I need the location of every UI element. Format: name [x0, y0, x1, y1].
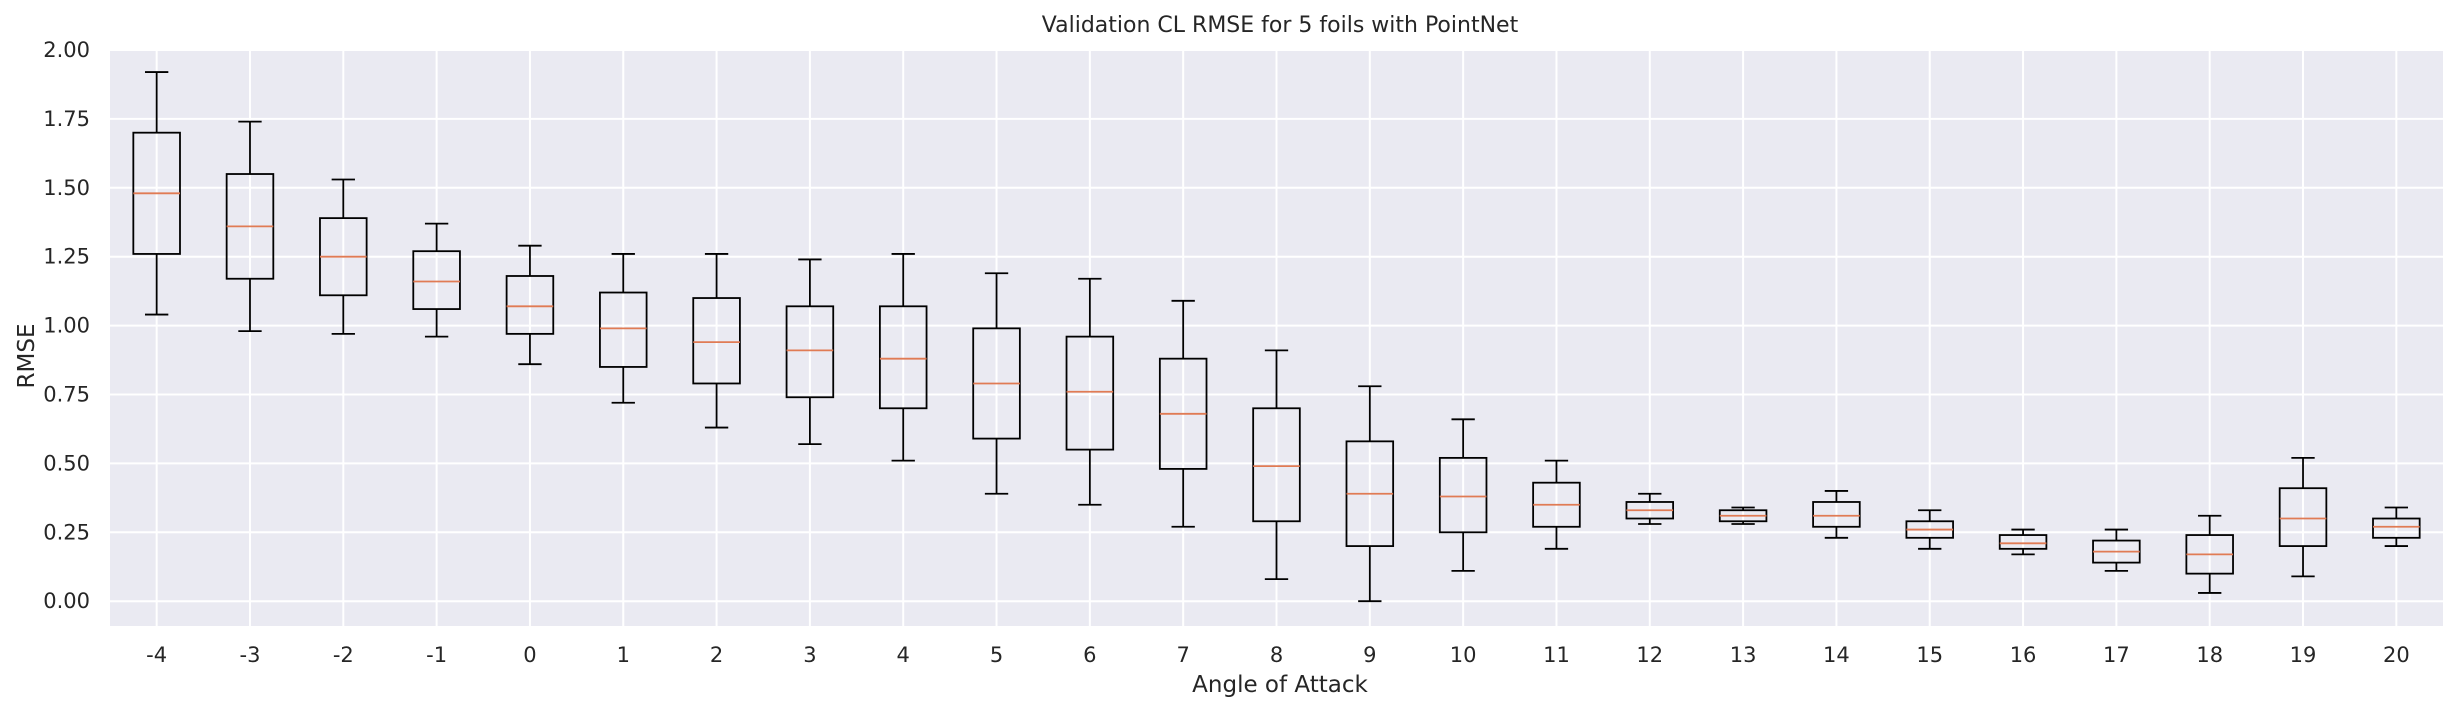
y-tick-label: 0.25	[43, 520, 90, 544]
box-group	[2092, 528, 2141, 572]
x-tick-label: 9	[1363, 643, 1376, 667]
box-group	[2278, 456, 2328, 578]
x-tick-label: -3	[240, 643, 261, 667]
box-body	[412, 250, 461, 310]
x-tick-label: -2	[333, 643, 354, 667]
box-body	[2372, 517, 2421, 539]
x-tick-label: 19	[2290, 643, 2317, 667]
box-group	[2185, 514, 2234, 594]
box-group	[225, 120, 275, 333]
x-tick-label: 1	[617, 643, 630, 667]
box-group	[878, 253, 928, 462]
y-tick-label: 0.50	[43, 451, 90, 475]
box-group	[1532, 459, 1581, 550]
y-axis-ticks: 0.00 0.25 0.50 0.75 1.00 1.25 1.50 1.75 2.00	[43, 38, 90, 613]
x-tick-label: 14	[1823, 643, 1850, 667]
box-body	[1998, 534, 2048, 550]
y-tick-label: 2.00	[43, 38, 90, 62]
x-tick-label: 4	[897, 643, 910, 667]
x-tick-label: 0	[523, 643, 536, 667]
x-axis-label: Angle of Attack	[1192, 672, 1368, 698]
x-tick-label: 20	[2383, 643, 2410, 667]
box-group	[692, 253, 741, 429]
box-group	[1718, 506, 1768, 525]
y-tick-label: 1.75	[43, 107, 90, 131]
box-group	[1345, 385, 1395, 603]
box-group	[1158, 299, 1208, 528]
x-tick-label: 16	[2010, 643, 2037, 667]
box-group	[1252, 349, 1301, 581]
box-group	[412, 222, 461, 338]
box-body	[692, 297, 741, 385]
box-body	[2278, 487, 2328, 547]
y-axis-label: RMSE	[14, 324, 40, 389]
y-tick-label: 1.00	[43, 314, 90, 338]
box-group	[972, 272, 1021, 495]
box-body	[505, 275, 555, 335]
box-group	[1625, 492, 1675, 525]
x-tick-label: 8	[1270, 643, 1283, 667]
box-body	[1438, 456, 1488, 534]
x-tick-label: 10	[1450, 643, 1477, 667]
box-group	[319, 178, 368, 335]
x-tick-label: 6	[1083, 643, 1096, 667]
box-group	[1812, 490, 1861, 539]
x-tick-label: 2	[710, 643, 723, 667]
box-body	[1065, 335, 1115, 451]
y-tick-label: 1.50	[43, 176, 90, 200]
x-tick-label: 12	[1636, 643, 1663, 667]
box-body	[785, 305, 835, 399]
box-group	[599, 253, 648, 404]
x-tick-label: 11	[1543, 643, 1570, 667]
y-tick-label: 1.25	[43, 245, 90, 269]
x-tick-label: 7	[1176, 643, 1189, 667]
box-body	[1252, 407, 1301, 523]
y-tick-label: 0.75	[43, 382, 90, 406]
box-group	[1998, 528, 2048, 556]
box-group	[1905, 509, 1954, 550]
box-body	[878, 305, 928, 410]
x-tick-label: 5	[990, 643, 1003, 667]
box-series	[132, 71, 2421, 603]
box-group	[132, 71, 181, 316]
x-tick-label: 15	[1916, 643, 1943, 667]
grid-lines	[110, 49, 2443, 626]
x-tick-label: 18	[2196, 643, 2223, 667]
y-tick-label: 0.00	[43, 589, 90, 613]
x-tick-label: -4	[146, 643, 167, 667]
box-group	[1438, 418, 1488, 572]
box-group	[505, 244, 555, 366]
box-group	[785, 258, 835, 446]
box-group	[2372, 506, 2421, 547]
x-tick-label: -1	[426, 643, 447, 667]
box-group	[1065, 277, 1115, 506]
x-axis-ticks: -4 -3 -2 -1 0 1 2 3 4 5 6 7 8 9 10 11 12 13 14 15 16 17 18 19 20	[146, 643, 2410, 667]
chart-title: Validation CL RMSE for 5 foils with Poin…	[1042, 13, 1519, 38]
x-tick-label: 3	[803, 643, 816, 667]
x-tick-label: 13	[1730, 643, 1757, 667]
x-tick-label: 17	[2103, 643, 2130, 667]
box-body	[599, 291, 648, 368]
box-body	[1812, 501, 1861, 528]
